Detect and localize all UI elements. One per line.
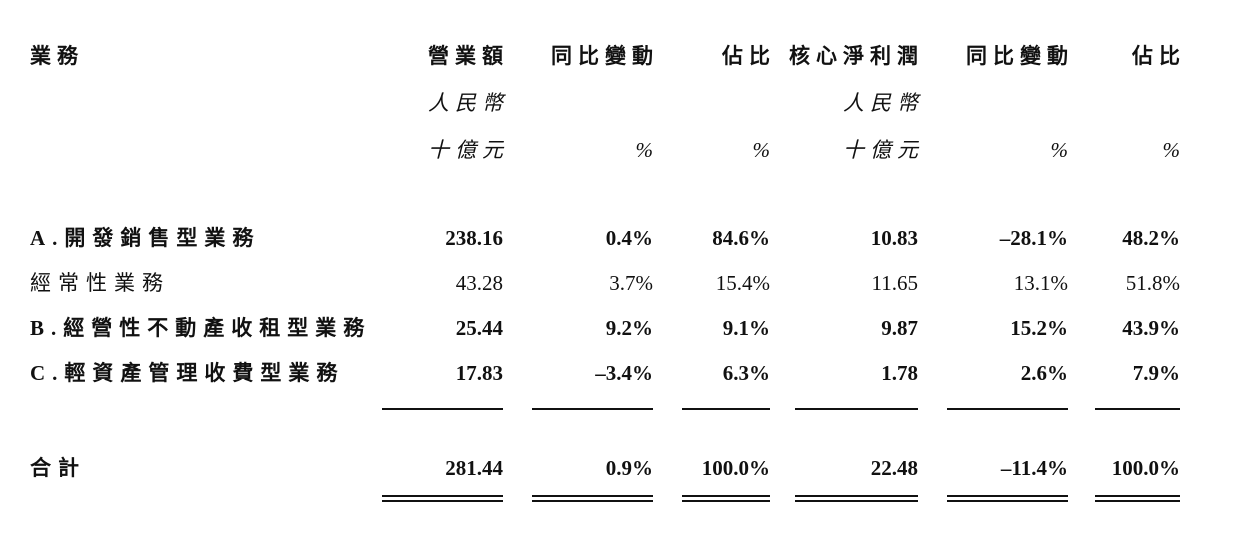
cell-revenue: 17.83	[455, 361, 503, 385]
col-header-yoy-change-1-label: 同比變動	[551, 44, 659, 68]
col-header-revenue-label: 營業額	[428, 44, 509, 68]
col-header-business: 業務	[30, 33, 382, 80]
single-rule	[503, 396, 653, 410]
body-total-gap	[30, 410, 1180, 448]
double-rule	[382, 488, 503, 502]
double-rule	[653, 488, 770, 502]
cell-revenue: 25.44	[455, 316, 503, 340]
col-header-revenue: 營業額	[382, 33, 503, 80]
single-rule	[382, 396, 503, 410]
cell-profit: 1.78	[881, 361, 918, 385]
double-rule	[1068, 488, 1180, 502]
total-yoy-2: –11.4%	[1000, 456, 1068, 480]
total-label: 合計	[30, 456, 86, 480]
header-unit-pct-1: %	[635, 138, 654, 162]
cell-profit: 9.87	[881, 316, 918, 340]
cell-yoy-1: 0.4%	[605, 226, 653, 250]
double-rule-row	[30, 488, 1180, 502]
col-header-yoy-change-1: 同比變動	[503, 33, 653, 80]
header-currency-empty-2	[653, 80, 770, 127]
col-header-core-net-profit-label: 核心淨利潤	[789, 44, 924, 68]
header-body-gap	[30, 174, 1180, 216]
row-investment-property-rental: B.經營性不動產收租型業務 25.44 9.2% 9.1% 9.87 15.2%…	[30, 306, 1180, 351]
cell-yoy-2: –28.1%	[999, 226, 1068, 250]
rule-spacer	[30, 396, 382, 410]
cell-revenue: 43.28	[455, 271, 503, 295]
row-label: 經常性業務	[30, 271, 170, 295]
business-segment-table: 業務 營業額 同比變動 佔比 核心淨利潤 同比變動 佔比 人民幣 人民幣 十億元…	[30, 33, 1180, 502]
col-header-core-net-profit: 核心淨利潤	[770, 33, 918, 80]
header-currency-empty-4	[1068, 80, 1180, 127]
cell-share-1: 6.3%	[722, 361, 770, 385]
cell-share-1: 15.4%	[715, 271, 770, 295]
header-unit-profit-label: 十億元	[843, 138, 924, 162]
double-rule	[770, 488, 918, 502]
single-rule	[918, 396, 1068, 410]
header-row-units: 十億元 % % 十億元 % %	[30, 127, 1180, 174]
cell-share-2: 43.9%	[1122, 316, 1180, 340]
cell-share-2: 48.2%	[1122, 226, 1180, 250]
cell-share-2: 51.8%	[1125, 271, 1180, 295]
header-currency-revenue-label: 人民幣	[428, 91, 509, 115]
row-asset-light-management: C.輕資產管理收費型業務 17.83 –3.4% 6.3% 1.78 2.6% …	[30, 351, 1180, 396]
header-currency-empty-1	[503, 80, 653, 127]
col-header-share-1: 佔比	[653, 33, 770, 80]
total-share-1: 100.0%	[701, 456, 770, 480]
col-header-share-2: 佔比	[1068, 33, 1180, 80]
header-unit-revenue: 十億元	[382, 127, 503, 174]
cell-yoy-1: –3.4%	[595, 361, 653, 385]
cell-share-2: 7.9%	[1132, 361, 1180, 385]
header-currency-profit-label: 人民幣	[843, 91, 924, 115]
row-label: A.開發銷售型業務	[30, 226, 261, 250]
header-currency-spacer	[30, 80, 382, 127]
cell-profit: 11.65	[871, 271, 918, 295]
header-row-main: 業務 營業額 同比變動 佔比 核心淨利潤 同比變動 佔比	[30, 33, 1180, 80]
col-header-yoy-change-2-label: 同比變動	[966, 44, 1074, 68]
cell-yoy-2: 13.1%	[1013, 271, 1068, 295]
header-unit-revenue-label: 十億元	[428, 138, 509, 162]
double-rule	[918, 488, 1068, 502]
col-header-share-1-label: 佔比	[722, 44, 776, 68]
total-profit: 22.48	[870, 456, 918, 480]
row-label: B.經營性不動產收租型業務	[30, 316, 372, 340]
cell-yoy-1: 9.2%	[605, 316, 653, 340]
header-currency-revenue: 人民幣	[382, 80, 503, 127]
header-unit-pct-2: %	[752, 138, 771, 162]
total-yoy-1: 0.9%	[605, 456, 653, 480]
double-rule	[503, 488, 653, 502]
cell-profit: 10.83	[870, 226, 918, 250]
single-rule	[1068, 396, 1180, 410]
rule-spacer	[30, 488, 382, 502]
total-share-2: 100.0%	[1111, 456, 1180, 480]
single-rule	[653, 396, 770, 410]
header-row-currency: 人民幣 人民幣	[30, 80, 1180, 127]
report-page: 業務 營業額 同比變動 佔比 核心淨利潤 同比變動 佔比 人民幣 人民幣 十億元…	[30, 33, 1180, 502]
single-rule	[770, 396, 918, 410]
header-currency-profit: 人民幣	[770, 80, 918, 127]
header-currency-empty-3	[918, 80, 1068, 127]
cell-share-1: 9.1%	[722, 316, 770, 340]
col-header-share-2-label: 佔比	[1132, 44, 1186, 68]
row-label: C.輕資產管理收費型業務	[30, 361, 345, 385]
cell-yoy-2: 2.6%	[1020, 361, 1068, 385]
header-unit-profit: 十億元	[770, 127, 918, 174]
row-development-sales: A.開發銷售型業務 238.16 0.4% 84.6% 10.83 –28.1%…	[30, 216, 1180, 261]
cell-share-1: 84.6%	[712, 226, 770, 250]
row-recurring-business: 經常性業務 43.28 3.7% 15.4% 11.65 13.1% 51.8%	[30, 261, 1180, 306]
header-units-spacer	[30, 127, 382, 174]
total-revenue: 281.44	[445, 456, 503, 480]
cell-yoy-1: 3.7%	[609, 271, 653, 295]
col-header-business-label: 業務	[30, 44, 84, 68]
header-unit-pct-3: %	[1050, 138, 1069, 162]
cell-yoy-2: 15.2%	[1010, 316, 1068, 340]
row-total: 合計 281.44 0.9% 100.0% 22.48 –11.4% 100.0…	[30, 448, 1180, 488]
header-unit-pct-4: %	[1162, 138, 1181, 162]
single-rule-row	[30, 396, 1180, 410]
col-header-yoy-change-2: 同比變動	[918, 33, 1068, 80]
cell-revenue: 238.16	[445, 226, 503, 250]
